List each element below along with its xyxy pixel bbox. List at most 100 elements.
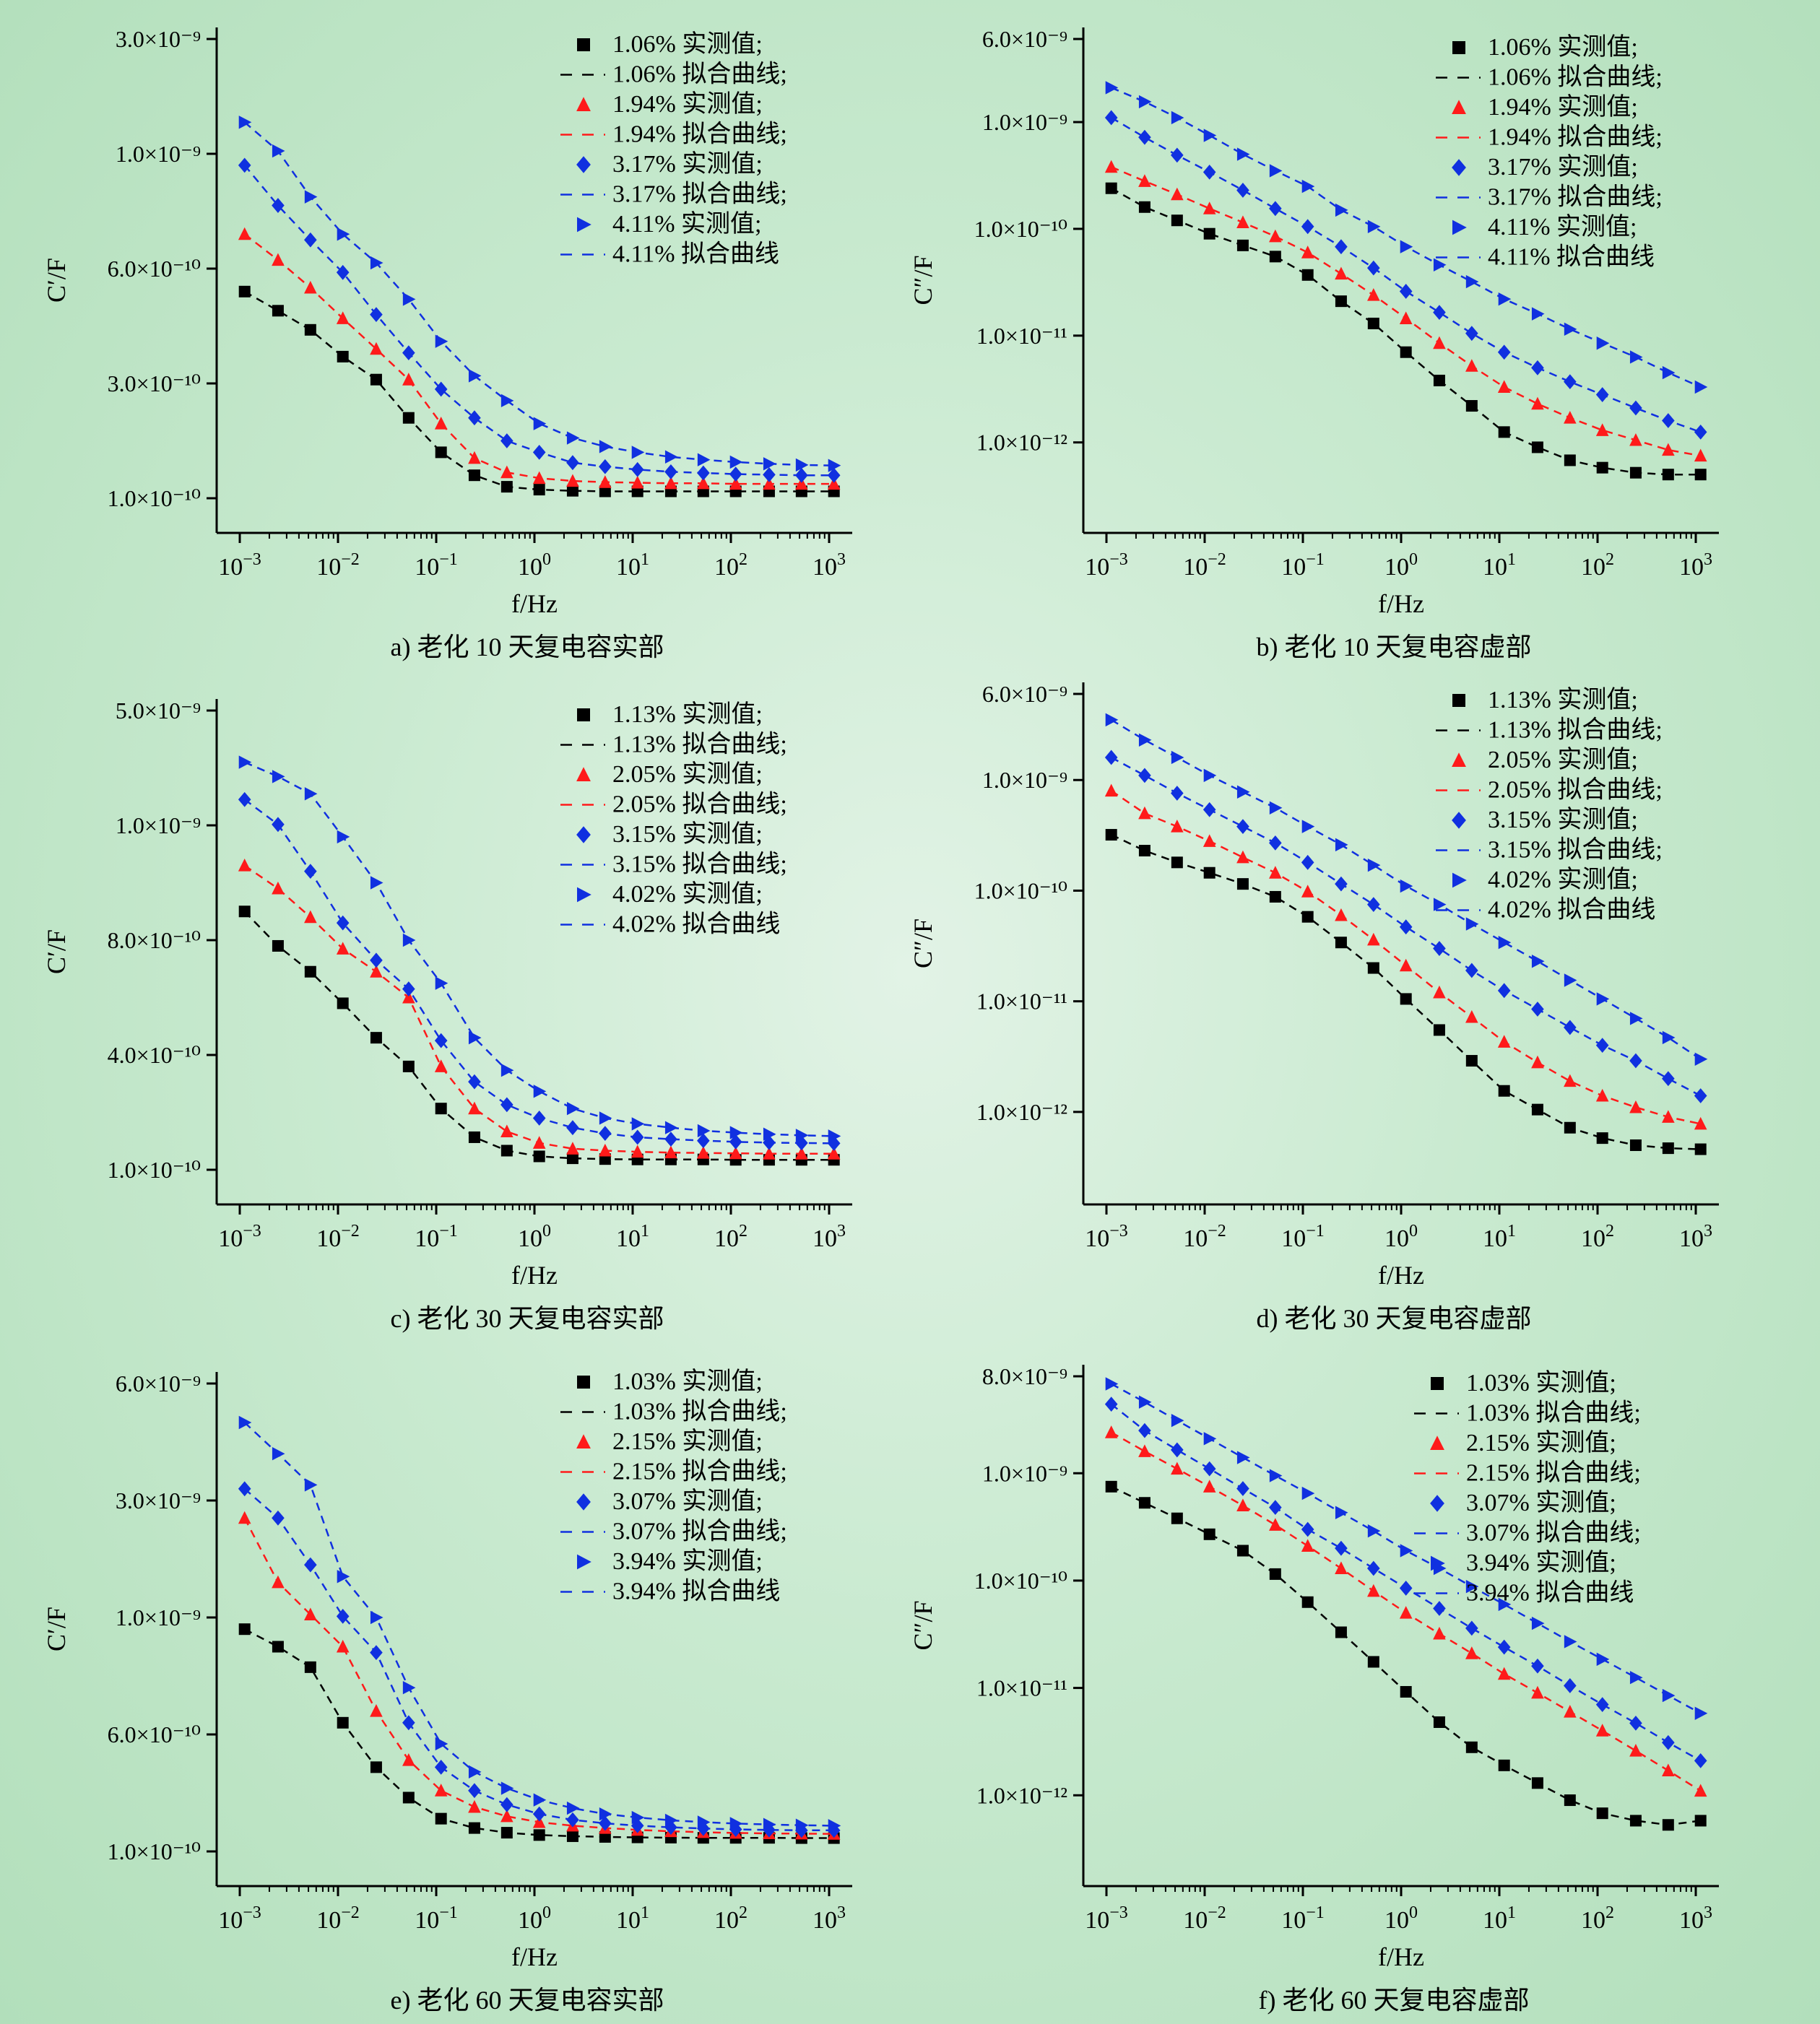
data-point (1531, 955, 1545, 968)
legend-label: 2.15% 拟合曲线; (612, 1458, 787, 1485)
data-point (1269, 201, 1282, 217)
legend-marker (1452, 100, 1466, 114)
data-point (1367, 260, 1380, 276)
data-point (272, 817, 285, 833)
chart-panel-f: 10−3 10−2 10−1 100 101 102 103 1.0×10⁻¹² 1.0×10⁻… (909, 1363, 1719, 2015)
data-point (533, 1793, 547, 1807)
x-tick-label: 10−3 (218, 1903, 261, 1934)
data-point (532, 1136, 546, 1149)
data-point (468, 1030, 482, 1045)
legend-label: 1.03% 实测值; (612, 1368, 763, 1395)
data-point (827, 1823, 841, 1838)
data-point (370, 373, 382, 386)
data-point (566, 1102, 580, 1116)
data-point (402, 412, 415, 424)
data-point (1694, 1784, 1707, 1797)
data-point (1564, 1635, 1577, 1649)
data-point (1497, 1667, 1511, 1680)
data-point (1399, 1581, 1413, 1596)
panel-caption: d) 老化 30 天复电容虚部 (1257, 1304, 1532, 1333)
data-point (599, 1830, 611, 1843)
data-point (1105, 829, 1117, 841)
data-point (468, 451, 481, 464)
series-c-0 (238, 905, 840, 1166)
data-point (272, 939, 284, 952)
data-point (500, 1097, 514, 1113)
data-point (272, 1641, 284, 1653)
data-point (1301, 854, 1314, 870)
data-point (336, 1639, 350, 1653)
data-point (1595, 1724, 1609, 1737)
x-tick-label: 101 (616, 550, 649, 581)
legend-label: 3.94% 拟合曲线 (1466, 1579, 1634, 1607)
data-point (631, 1117, 645, 1131)
data-point (827, 477, 841, 490)
data-point (238, 1415, 252, 1430)
y-tick-label: 6.0×10⁻¹⁰ (108, 256, 201, 282)
series-f-0 (1105, 1480, 1707, 1831)
x-axis-label: f/Hz (1378, 1261, 1424, 1290)
legend-label: 3.15% 实测值; (1488, 806, 1638, 833)
x-tick-label: 103 (1679, 550, 1712, 581)
data-point (370, 256, 384, 270)
x-tick-label: 101 (616, 1222, 649, 1252)
series-a-0 (238, 285, 840, 498)
data-point (795, 1818, 809, 1832)
data-point (697, 476, 710, 490)
data-point (1531, 360, 1544, 375)
data-point (697, 1146, 710, 1159)
data-point (1595, 387, 1609, 402)
y-axis-label: C″/F (909, 1600, 937, 1650)
data-point (1564, 1704, 1577, 1718)
data-point (566, 1801, 580, 1815)
y-tick-label: 1.0×10⁻⁹ (982, 767, 1067, 793)
data-point (1433, 336, 1446, 349)
legend-label: 3.17% 实测值; (612, 150, 763, 178)
x-tick-label: 100 (1384, 1903, 1418, 1934)
data-point (1662, 365, 1676, 380)
data-point (402, 1753, 415, 1766)
data-point (1629, 466, 1642, 479)
legend-label: 1.03% 实测值; (1466, 1369, 1616, 1397)
data-point (1301, 911, 1314, 923)
x-tick-label: 10−2 (1183, 550, 1226, 581)
data-point (272, 1510, 285, 1526)
data-point (370, 876, 384, 890)
data-point (468, 1822, 480, 1834)
data-point (599, 1807, 612, 1821)
data-point (1269, 1500, 1282, 1516)
data-point (1104, 1397, 1118, 1412)
data-point (1564, 454, 1576, 466)
data-point (1202, 164, 1216, 180)
data-point (1301, 885, 1314, 898)
y-tick-label: 6.0×10⁻⁹ (982, 26, 1067, 52)
data-point (1399, 958, 1413, 972)
y-tick-label: 1.0×10⁻⁹ (116, 1604, 201, 1630)
data-point (1498, 1597, 1512, 1612)
data-point (1662, 413, 1675, 428)
legend-label: 1.94% 实测值; (1488, 93, 1638, 121)
data-point (795, 477, 808, 490)
data-point (1104, 783, 1118, 797)
data-point (1236, 850, 1249, 864)
legend-label: 3.15% 拟合曲线; (1488, 836, 1663, 864)
series-b-0 (1105, 182, 1707, 481)
data-point (1301, 1539, 1314, 1552)
data-point (1596, 1807, 1608, 1820)
data-point (1269, 1568, 1281, 1580)
data-point (1433, 898, 1447, 911)
data-point (1465, 1009, 1478, 1023)
data-point (1629, 1012, 1643, 1025)
data-point (1367, 858, 1381, 872)
data-point (533, 1829, 545, 1841)
panel-caption: a) 老化 10 天复电容实部 (391, 633, 664, 661)
legend-label: 3.94% 实测值; (612, 1547, 763, 1575)
data-point (370, 1610, 384, 1625)
data-point (697, 465, 710, 481)
data-point (1662, 443, 1675, 456)
data-point (500, 1809, 514, 1823)
data-point (1465, 963, 1478, 978)
data-point (1171, 820, 1184, 833)
y-tick-label: 3.0×10⁻⁹ (116, 26, 201, 52)
data-point (1662, 1030, 1676, 1045)
